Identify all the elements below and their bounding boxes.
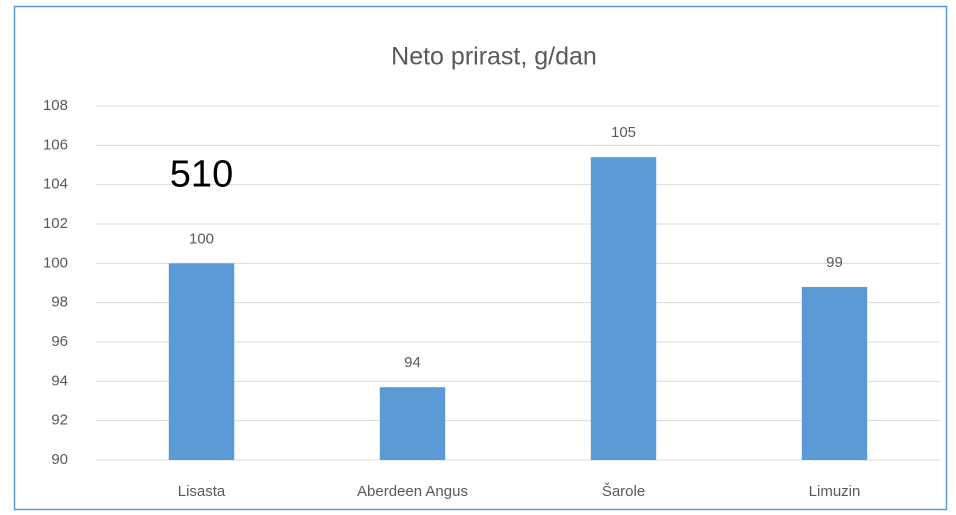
bar <box>801 286 868 460</box>
y-tick-label: 100 <box>43 254 68 271</box>
chart-title: Neto prirast, g/dan <box>391 43 597 71</box>
x-tick-label: Lisasta <box>178 483 226 500</box>
data-label: 99 <box>826 254 843 271</box>
x-tick-label: Šarole <box>602 483 645 500</box>
y-tick-label: 90 <box>51 451 68 468</box>
bar <box>379 387 446 460</box>
y-tick-label: 96 <box>51 333 68 350</box>
y-tick-label: 102 <box>43 215 68 232</box>
y-tick-label: 108 <box>43 97 68 114</box>
y-tick-label: 98 <box>51 294 68 311</box>
data-label: 94 <box>404 354 421 371</box>
data-label: 100 <box>189 230 214 247</box>
x-tick-label: Aberdeen Angus <box>357 483 468 500</box>
y-tick-label: 106 <box>43 136 68 153</box>
y-tick-label: 94 <box>51 372 68 389</box>
y-tick-label: 92 <box>51 412 68 429</box>
bar <box>590 157 657 460</box>
y-tick-label: 104 <box>43 176 68 193</box>
x-tick-label: Limuzin <box>809 483 861 500</box>
data-label: 105 <box>611 124 636 141</box>
annotation: 510 <box>170 154 233 196</box>
bar <box>168 263 235 460</box>
